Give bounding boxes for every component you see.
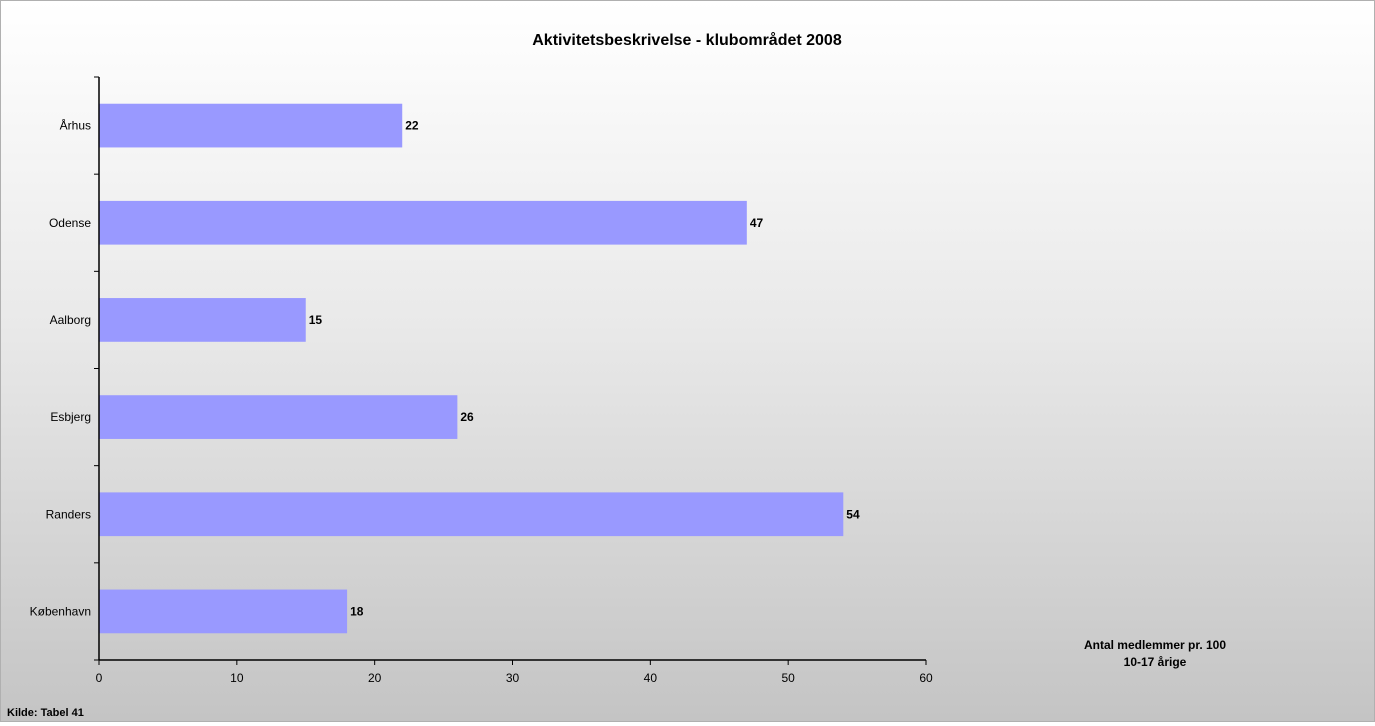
x-tick-label-5: 50 — [781, 671, 795, 685]
chart-title: Aktivitetsbeskrivelse - klubområdet 2008 — [532, 31, 842, 49]
data-label-4: 54 — [846, 507, 860, 521]
x-tick-label-4: 40 — [644, 671, 658, 685]
data-label-5: 18 — [350, 604, 364, 618]
bar-4 — [99, 492, 844, 537]
x-tick-label-2: 20 — [368, 671, 382, 685]
source-note: Kilde: Tabel 41 — [7, 707, 84, 719]
bar-0 — [99, 103, 403, 148]
bar-1 — [99, 200, 747, 245]
category-label-0: Århus — [60, 118, 91, 133]
data-label-1: 47 — [750, 216, 764, 230]
x-axis-label-line-2: 10-17 årige — [1124, 655, 1187, 669]
data-label-3: 26 — [460, 410, 474, 424]
bar-2 — [99, 298, 306, 342]
x-axis-label-line-1: Antal medlemmer pr. 100 — [1084, 638, 1226, 652]
bar-5 — [99, 589, 348, 634]
category-label-5: København — [30, 604, 91, 618]
data-label-0: 22 — [405, 119, 419, 133]
category-label-2: Aalborg — [50, 313, 91, 327]
x-tick-label-0: 0 — [96, 671, 103, 685]
category-label-3: Esbjerg — [50, 410, 91, 424]
category-label-4: Randers — [46, 507, 91, 521]
data-label-2: 15 — [309, 313, 323, 327]
bar-3 — [99, 395, 458, 439]
x-tick-label-3: 30 — [506, 671, 520, 685]
x-tick-label-6: 60 — [919, 671, 933, 685]
category-label-1: Odense — [49, 216, 91, 230]
x-tick-label-1: 10 — [230, 671, 244, 685]
